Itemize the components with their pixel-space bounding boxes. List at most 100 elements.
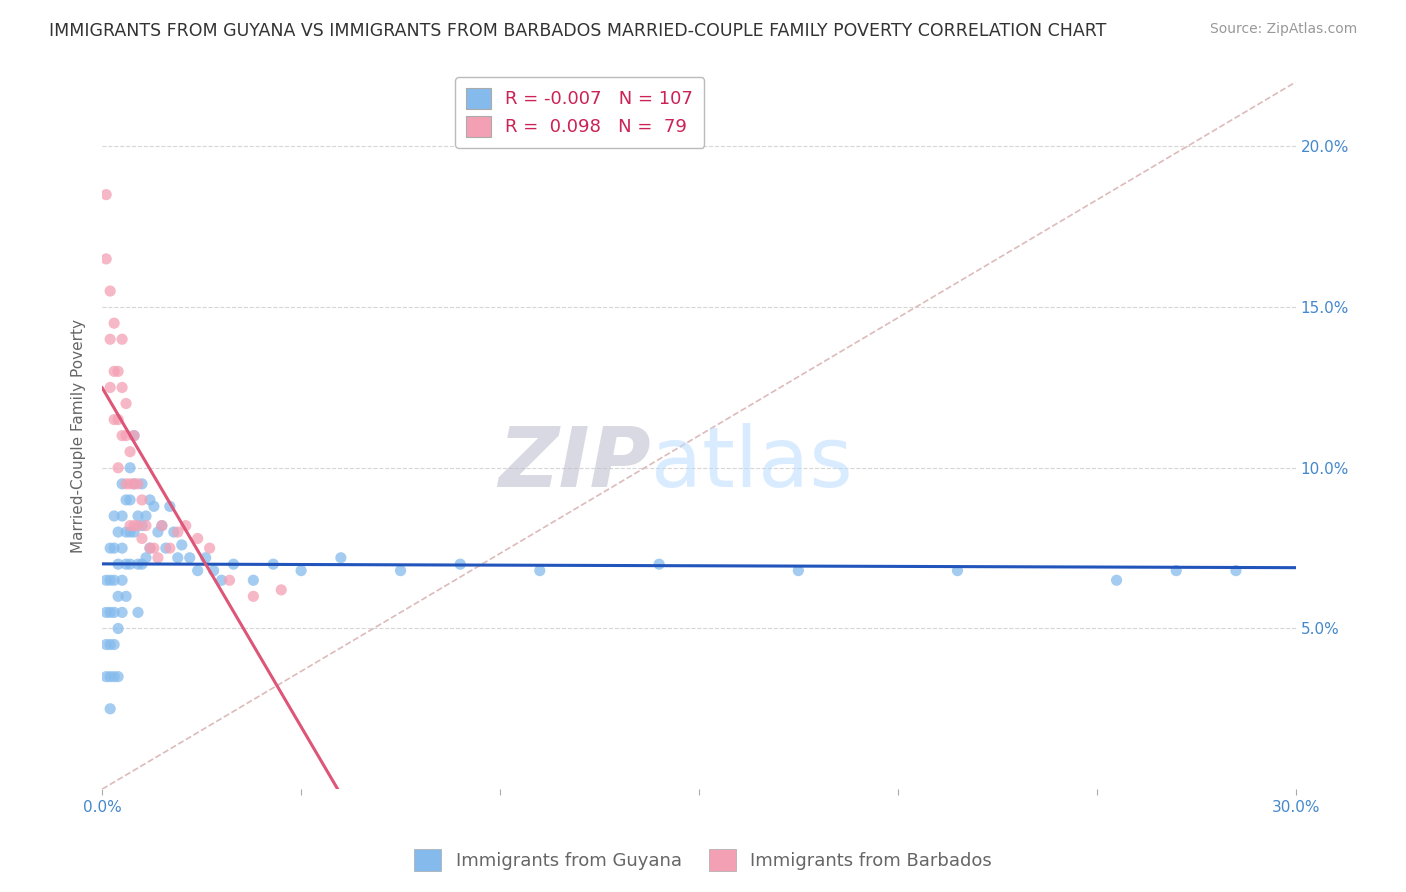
Point — [120, 492, 142, 507]
Text: ZIP: ZIP — [499, 424, 651, 504]
Point — [146, 524, 169, 539]
Point — [111, 380, 134, 394]
Point — [96, 574, 118, 588]
Point — [103, 574, 125, 588]
Point — [98, 638, 121, 652]
Point — [111, 541, 134, 555]
Point — [96, 187, 118, 202]
Point — [103, 412, 125, 426]
Point — [103, 508, 125, 523]
Point — [120, 524, 142, 539]
Point — [111, 508, 134, 523]
Point — [139, 541, 162, 555]
Point — [262, 558, 284, 572]
Point — [131, 492, 153, 507]
Point — [107, 524, 129, 539]
Point — [122, 476, 145, 491]
Point — [131, 558, 153, 572]
Point — [120, 558, 142, 572]
Point — [946, 564, 969, 578]
Text: Source: ZipAtlas.com: Source: ZipAtlas.com — [1209, 22, 1357, 37]
Point — [222, 558, 245, 572]
Point — [170, 538, 193, 552]
Point — [139, 541, 162, 555]
Point — [1225, 564, 1247, 578]
Point — [103, 670, 125, 684]
Point — [98, 332, 121, 346]
Point — [111, 428, 134, 442]
Point — [98, 541, 121, 555]
Point — [163, 524, 186, 539]
Point — [139, 492, 162, 507]
Point — [107, 622, 129, 636]
Point — [120, 476, 142, 491]
Point — [107, 412, 129, 426]
Point — [115, 428, 138, 442]
Point — [150, 518, 173, 533]
Point — [98, 606, 121, 620]
Point — [242, 574, 264, 588]
Point — [122, 428, 145, 442]
Point — [131, 476, 153, 491]
Text: IMMIGRANTS FROM GUYANA VS IMMIGRANTS FROM BARBADOS MARRIED-COUPLE FAMILY POVERTY: IMMIGRANTS FROM GUYANA VS IMMIGRANTS FRO… — [49, 22, 1107, 40]
Point — [103, 364, 125, 378]
Point — [122, 476, 145, 491]
Point — [127, 518, 149, 533]
Point — [98, 574, 121, 588]
Point — [111, 332, 134, 346]
Point — [96, 252, 118, 266]
Point — [131, 532, 153, 546]
Point — [155, 541, 177, 555]
Point — [389, 564, 412, 578]
Legend: R = -0.007   N = 107, R =  0.098   N =  79: R = -0.007 N = 107, R = 0.098 N = 79 — [456, 77, 704, 148]
Point — [648, 558, 671, 572]
Point — [166, 550, 188, 565]
Point — [120, 444, 142, 458]
Point — [211, 574, 233, 588]
Point — [115, 396, 138, 410]
Point — [142, 541, 165, 555]
Point — [174, 518, 197, 533]
Point — [135, 550, 157, 565]
Point — [111, 574, 134, 588]
Point — [187, 564, 209, 578]
Point — [122, 518, 145, 533]
Point — [242, 590, 264, 604]
Point — [122, 524, 145, 539]
Point — [107, 590, 129, 604]
Point — [127, 508, 149, 523]
Point — [290, 564, 312, 578]
Point — [1166, 564, 1188, 578]
Point — [187, 532, 209, 546]
Point — [122, 428, 145, 442]
Point — [202, 564, 225, 578]
Y-axis label: Married-Couple Family Poverty: Married-Couple Family Poverty — [72, 318, 86, 553]
Point — [127, 558, 149, 572]
Legend: Immigrants from Guyana, Immigrants from Barbados: Immigrants from Guyana, Immigrants from … — [406, 842, 1000, 879]
Point — [107, 670, 129, 684]
Point — [98, 702, 121, 716]
Point — [98, 284, 121, 298]
Point — [166, 524, 188, 539]
Point — [107, 558, 129, 572]
Point — [1105, 574, 1128, 588]
Point — [115, 558, 138, 572]
Point — [218, 574, 240, 588]
Point — [194, 550, 217, 565]
Point — [115, 590, 138, 604]
Point — [135, 518, 157, 533]
Point — [115, 492, 138, 507]
Point — [159, 500, 181, 514]
Point — [98, 380, 121, 394]
Point — [96, 670, 118, 684]
Point — [150, 518, 173, 533]
Point — [103, 316, 125, 330]
Point — [111, 476, 134, 491]
Point — [131, 518, 153, 533]
Point — [111, 606, 134, 620]
Point — [142, 500, 165, 514]
Point — [120, 460, 142, 475]
Point — [107, 460, 129, 475]
Point — [787, 564, 810, 578]
Text: atlas: atlas — [651, 424, 853, 504]
